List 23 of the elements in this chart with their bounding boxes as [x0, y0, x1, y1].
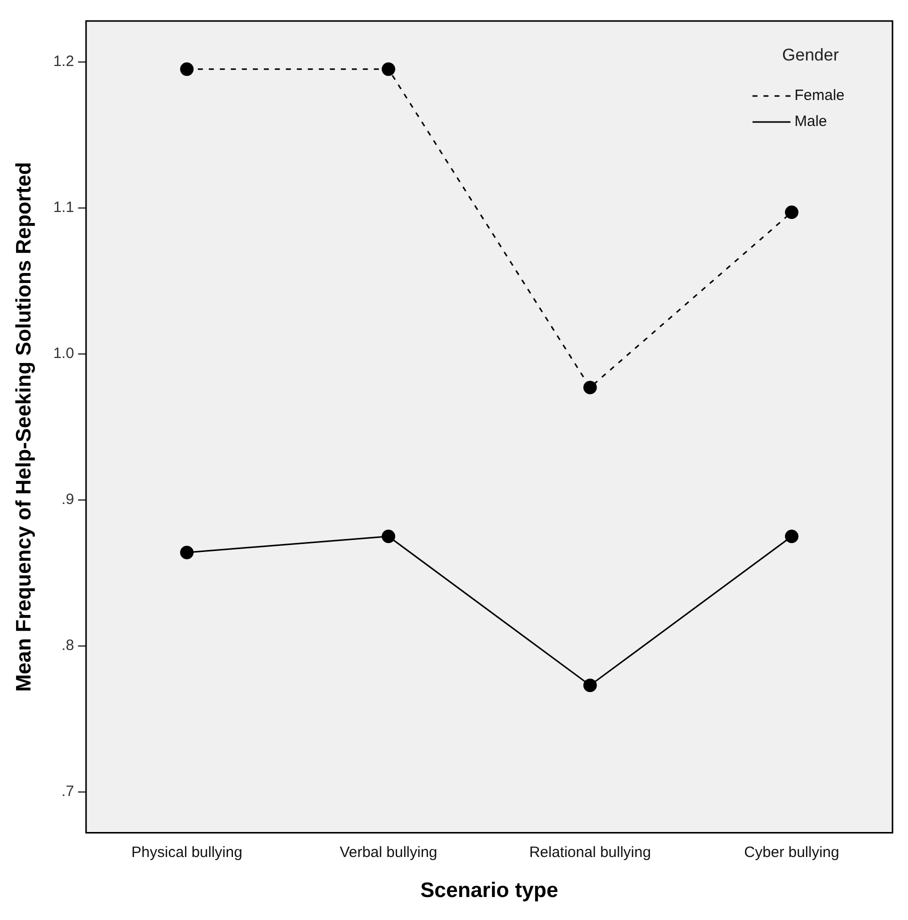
point: [784, 530, 798, 544]
y-tick-label: .9: [62, 491, 74, 508]
legend-label: Male: [794, 113, 828, 130]
x-tick-label: Physical bullying: [131, 844, 242, 861]
legend-title: Gender: [782, 46, 840, 65]
x-axis-title: Scenario type: [420, 879, 558, 902]
y-tick-label: .7: [62, 783, 74, 800]
point: [583, 380, 597, 394]
x-tick-label: Relational bullying: [529, 844, 651, 861]
y-tick-label: 1.0: [53, 345, 74, 362]
point: [583, 678, 597, 692]
y-tick-label: 1.1: [53, 199, 74, 216]
point: [382, 530, 396, 544]
legend-label: Female: [794, 87, 845, 104]
x-tick-label: Verbal bullying: [340, 844, 438, 861]
point: [180, 546, 194, 560]
y-tick-label: .8: [62, 637, 74, 654]
point: [784, 206, 798, 220]
point: [180, 62, 194, 76]
y-tick-label: 1.2: [53, 53, 74, 70]
point: [382, 62, 396, 76]
y-axis-title: Mean Frequency of Help-Seeking Solutions Reported: [12, 162, 36, 692]
x-tick-label: Cyber bullying: [744, 844, 840, 861]
